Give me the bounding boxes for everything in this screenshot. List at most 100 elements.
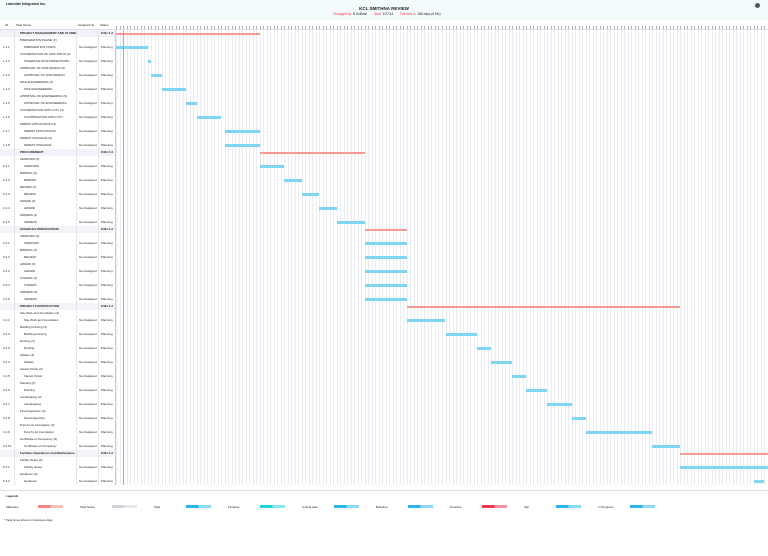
task-row[interactable]: 4.1.7 Landscaping Not Assigned Planning <box>0 401 768 408</box>
task-bar[interactable] <box>301 193 320 196</box>
group-row[interactable]: AWARD (3) <box>0 261 768 268</box>
task-row[interactable]: 3.1.3 AWARD Not Assigned Planning <box>0 268 768 275</box>
summary-bar[interactable] <box>116 33 260 35</box>
group-row[interactable]: BIDDING (3) <box>0 170 768 177</box>
task-bar[interactable] <box>196 116 222 119</box>
task-row[interactable]: 1.1.2 SCHEDULE SITE INSPECTIONS Not Assign… <box>0 58 768 65</box>
group-row[interactable]: SITE ENGINEERING (3) <box>0 79 768 86</box>
task-bar[interactable] <box>364 256 407 259</box>
group-row[interactable]: OTHERS (3) <box>0 275 768 282</box>
task-row[interactable]: 1.1.1 PREPARATION TASKS Not Assigned Planni… <box>0 44 768 51</box>
task-bar[interactable] <box>547 403 572 406</box>
task-bar[interactable] <box>259 165 285 168</box>
group-row[interactable]: VENDORS (3) <box>0 156 768 163</box>
task-bar[interactable] <box>284 179 302 182</box>
task-bar[interactable] <box>445 333 478 336</box>
group-row[interactable]: VENDORS (3) <box>0 233 768 240</box>
group-row[interactable]: ORDERS (3) <box>0 289 768 296</box>
group-row[interactable]: Building Framing (3) <box>0 324 768 331</box>
summary-row[interactable]: SCHEDULE PREPARATION 8 Mo 0 d <box>0 226 768 233</box>
task-row[interactable]: 4.1.3 Roofing Not Assigned Planning <box>0 345 768 352</box>
task-bar[interactable] <box>753 480 765 483</box>
task-bar[interactable] <box>147 60 152 63</box>
summary-bar[interactable] <box>364 229 407 231</box>
group-row[interactable]: Final Inspection (3) <box>0 408 768 415</box>
task-row[interactable]: 4.1.4 Utilities Not Assigned Planning <box>0 359 768 366</box>
task-bar[interactable] <box>336 221 365 224</box>
task-row[interactable]: 1.1.3 APPROVAL OF SITE DESIGN Not Assigned… <box>0 72 768 79</box>
task-row[interactable]: 2.1.5 ORDERS Not Assigned Planning <box>0 219 768 226</box>
summary-row[interactable]: Facilities Operations and Maintenance 8 M… <box>0 450 768 457</box>
task-bar[interactable] <box>585 431 653 434</box>
task-row[interactable]: 3.1.1 VENDORS Not Assigned Planning <box>0 240 768 247</box>
group-row[interactable]: Certificate of Occupancy (3) <box>0 436 768 443</box>
task-row[interactable]: 2.1.3 REVIEW Not Assigned Planning <box>0 191 768 198</box>
task-row[interactable]: 1.1.5 APPROVAL OF ENGINEERING Not Assigned… <box>0 100 768 107</box>
group-row[interactable]: Utilities (3) <box>0 352 768 359</box>
task-bar[interactable] <box>224 144 260 147</box>
task-row[interactable]: 5.1.2 Handover Not Assigned Planning <box>0 478 768 485</box>
task-row[interactable]: 4.1.6 Painting Not Assigned Planning <box>0 387 768 394</box>
summary-bar[interactable] <box>406 306 681 308</box>
task-bar[interactable] <box>319 207 337 210</box>
task-bar[interactable] <box>224 130 260 133</box>
group-row[interactable]: Facility Setup (3) <box>0 457 768 464</box>
task-row[interactable]: 4.1.10 Certificate of Occupancy Not Assign… <box>0 443 768 450</box>
group-row[interactable]: Interior Finish (3) <box>0 366 768 373</box>
task-row[interactable]: 4.1.2 Building Framing Not Assigned Plannin… <box>0 331 768 338</box>
task-row[interactable]: 4.1.5 Interior Finish Not Assigned Planning <box>0 373 768 380</box>
group-row[interactable]: Roofing (3) <box>0 338 768 345</box>
group-row[interactable]: Painting (3) <box>0 380 768 387</box>
group-row[interactable]: APPROVAL OF SITE DESIGN (3) <box>0 65 768 72</box>
task-row[interactable]: 1.1.6 COORDINATION WITH CITY Not Assigned P… <box>0 114 768 121</box>
task-bar[interactable] <box>364 284 407 287</box>
group-row[interactable]: Handover (3) <box>0 471 768 478</box>
task-bar[interactable] <box>512 375 527 378</box>
task-row[interactable]: 3.1.4 OTHERS Not Assigned Planning <box>0 282 768 289</box>
group-row[interactable]: Site Work and Foundation (3) <box>0 310 768 317</box>
task-row[interactable]: 4.1.9 Punch List Completion Not Assigned Pl… <box>0 429 768 436</box>
group-row[interactable]: PREPARATION PHASE (3) <box>0 37 768 44</box>
group-row[interactable]: PERMIT APPLICATION (3) <box>0 121 768 128</box>
task-bar[interactable] <box>364 298 407 301</box>
task-row[interactable]: 1.1.8 PERMIT ISSUANCE Not Assigned Planning <box>0 142 768 149</box>
task-bar[interactable] <box>652 445 681 448</box>
task-row[interactable]: 4.1.8 Final Inspection Not Assigned Plannin… <box>0 415 768 422</box>
task-row[interactable]: 2.1.1 VENDORS Not Assigned Planning <box>0 163 768 170</box>
group-row[interactable]: COORDINATION WITH CITY (3) <box>0 107 768 114</box>
summary-bar[interactable] <box>259 152 365 154</box>
task-row[interactable]: 1.1.4 SITE ENGINEERING Not Assigned Plannin… <box>0 86 768 93</box>
summary-bar[interactable] <box>680 453 768 455</box>
group-row[interactable]: ORDERS (3) <box>0 212 768 219</box>
task-row[interactable]: 5.1.1 Facility Setup Not Assigned Planning <box>0 464 768 471</box>
group-row[interactable]: PERMIT ISSUANCE (3) <box>0 135 768 142</box>
group-row[interactable]: APPROVAL OF ENGINEERING (3) <box>0 93 768 100</box>
task-bar[interactable] <box>116 46 148 49</box>
task-bar[interactable] <box>406 319 446 322</box>
task-bar[interactable] <box>364 270 407 273</box>
summary-row[interactable]: PROJECT CONSTRUCTION 8 Mo 0 d <box>0 303 768 310</box>
task-row[interactable]: 2.1.4 AWARD Not Assigned Planning <box>0 205 768 212</box>
task-bar[interactable] <box>491 361 513 364</box>
task-row[interactable]: 4.1.1 Site Work and Foundation Not Assigne… <box>0 317 768 324</box>
group-row[interactable]: BIDDING (3) <box>0 247 768 254</box>
task-bar[interactable] <box>680 466 768 469</box>
task-row[interactable]: 2.1.2 BIDDING Not Assigned Planning <box>0 177 768 184</box>
task-row[interactable]: 1.1.7 PERMIT APPLICATION Not Assigned Plann… <box>0 128 768 135</box>
summary-row[interactable]: PROJECT MANAGEMENT AND PLANNING 8 Mo 0 d <box>0 30 768 37</box>
group-row[interactable]: AWARD (3) <box>0 198 768 205</box>
task-bar[interactable] <box>526 389 548 392</box>
summary-row[interactable]: PROCUREMENT 8 Mo 0 d <box>0 149 768 156</box>
group-row[interactable]: COORDINATION OF SITE VISITS (3) <box>0 51 768 58</box>
task-bar[interactable] <box>186 102 197 105</box>
task-bar[interactable] <box>477 347 492 350</box>
task-row[interactable]: 3.1.2 REVIEW Not Assigned Planning <box>0 254 768 261</box>
group-row[interactable]: REVIEW (3) <box>0 184 768 191</box>
task-bar[interactable] <box>161 88 187 91</box>
task-row[interactable]: 3.1.5 ORDERS Not Assigned Planning <box>0 296 768 303</box>
task-bar[interactable] <box>571 417 586 420</box>
task-bar[interactable] <box>364 242 407 245</box>
task-bar[interactable] <box>151 74 162 77</box>
group-row[interactable]: Punch List Completion (3) <box>0 422 768 429</box>
group-row[interactable]: Landscaping (3) <box>0 394 768 401</box>
